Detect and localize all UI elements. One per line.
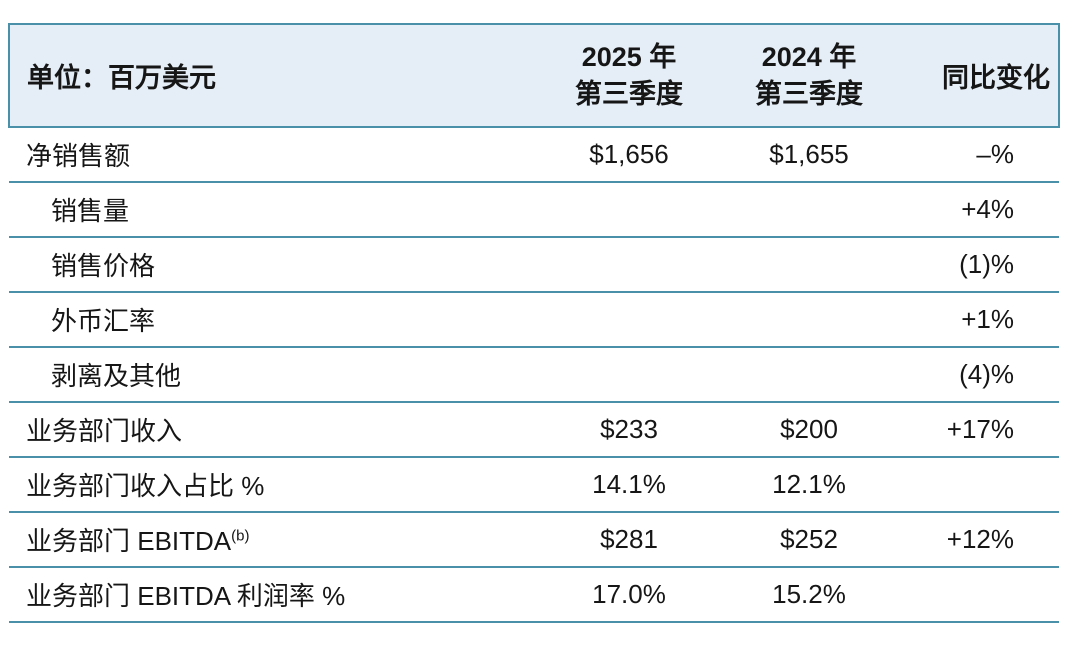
unit-label: 单位：百万美元 (8, 23, 539, 128)
row-label: 外币汇率 (9, 292, 539, 348)
column-header-2024-line2: 第三季度 (755, 78, 863, 109)
value-2025: $281 (539, 512, 719, 568)
value-change (899, 567, 1059, 623)
value-2025: $233 (539, 402, 719, 458)
value-2024: $252 (719, 512, 899, 568)
column-header-2024-q3: 2024 年 第三季度 (719, 23, 899, 128)
value-change: +4% (899, 182, 1059, 238)
row-label: 销售价格 (9, 237, 539, 293)
value-2025: 14.1% (539, 457, 719, 513)
value-2025: 17.0% (539, 567, 719, 623)
column-header-2024-line1: 2024 年 (761, 41, 857, 72)
value-2025 (539, 292, 719, 348)
row-label-text: 业务部门 EBITDA (26, 526, 232, 556)
row-label: 销售量 (9, 182, 539, 238)
financial-results-table: 单位：百万美元 2025 年 第三季度 2024 年 第三季度 同比变化 净销售… (8, 23, 1060, 623)
value-change: (4)% (899, 347, 1059, 403)
column-header-2025-line2: 第三季度 (575, 78, 683, 109)
table-row-price: 销售价格 (1)% (9, 237, 1059, 293)
table-header-row: 单位：百万美元 2025 年 第三季度 2024 年 第三季度 同比变化 (8, 23, 1060, 128)
value-change (899, 457, 1059, 513)
value-2025 (539, 347, 719, 403)
table-row-net-sales: 净销售额 $1,656 $1,655 –% (9, 127, 1059, 183)
value-2024 (719, 237, 899, 293)
table-row-segment-income: 业务部门收入 $233 $200 +17% (9, 402, 1059, 458)
value-2025 (539, 182, 719, 238)
row-label: 业务部门收入 (9, 402, 539, 458)
row-label: 剥离及其他 (9, 347, 539, 403)
value-2024 (719, 182, 899, 238)
table-row-currency: 外币汇率 +1% (9, 292, 1059, 348)
value-2025: $1,656 (539, 127, 719, 183)
value-2025 (539, 237, 719, 293)
value-2024: $1,655 (719, 127, 899, 183)
column-header-yoy-change: 同比变化 (899, 23, 1060, 128)
row-label: 业务部门收入占比 % (9, 457, 539, 513)
column-header-2025-q3: 2025 年 第三季度 (539, 23, 719, 128)
value-2024: 12.1% (719, 457, 899, 513)
value-2024 (719, 347, 899, 403)
value-2024: $200 (719, 402, 899, 458)
value-change: –% (899, 127, 1059, 183)
footnote-marker-b: (b) (231, 527, 250, 545)
row-label: 业务部门 EBITDA(b) (9, 512, 539, 568)
value-change: +12% (899, 512, 1059, 568)
value-change: (1)% (899, 237, 1059, 293)
value-change: +1% (899, 292, 1059, 348)
row-label: 业务部门 EBITDA 利润率 % (9, 567, 539, 623)
table-row-segment-ebitda: 业务部门 EBITDA(b) $281 $252 +12% (9, 512, 1059, 568)
table-row-segment-income-margin: 业务部门收入占比 % 14.1% 12.1% (9, 457, 1059, 513)
table-row-divestitures-other: 剥离及其他 (4)% (9, 347, 1059, 403)
table-row-volume: 销售量 +4% (9, 182, 1059, 238)
value-2024 (719, 292, 899, 348)
value-change: +17% (899, 402, 1059, 458)
table-row-segment-ebitda-margin: 业务部门 EBITDA 利润率 % 17.0% 15.2% (9, 567, 1059, 623)
row-label: 净销售额 (9, 127, 539, 183)
value-2024: 15.2% (719, 567, 899, 623)
column-header-2025-line1: 2025 年 (581, 41, 677, 72)
